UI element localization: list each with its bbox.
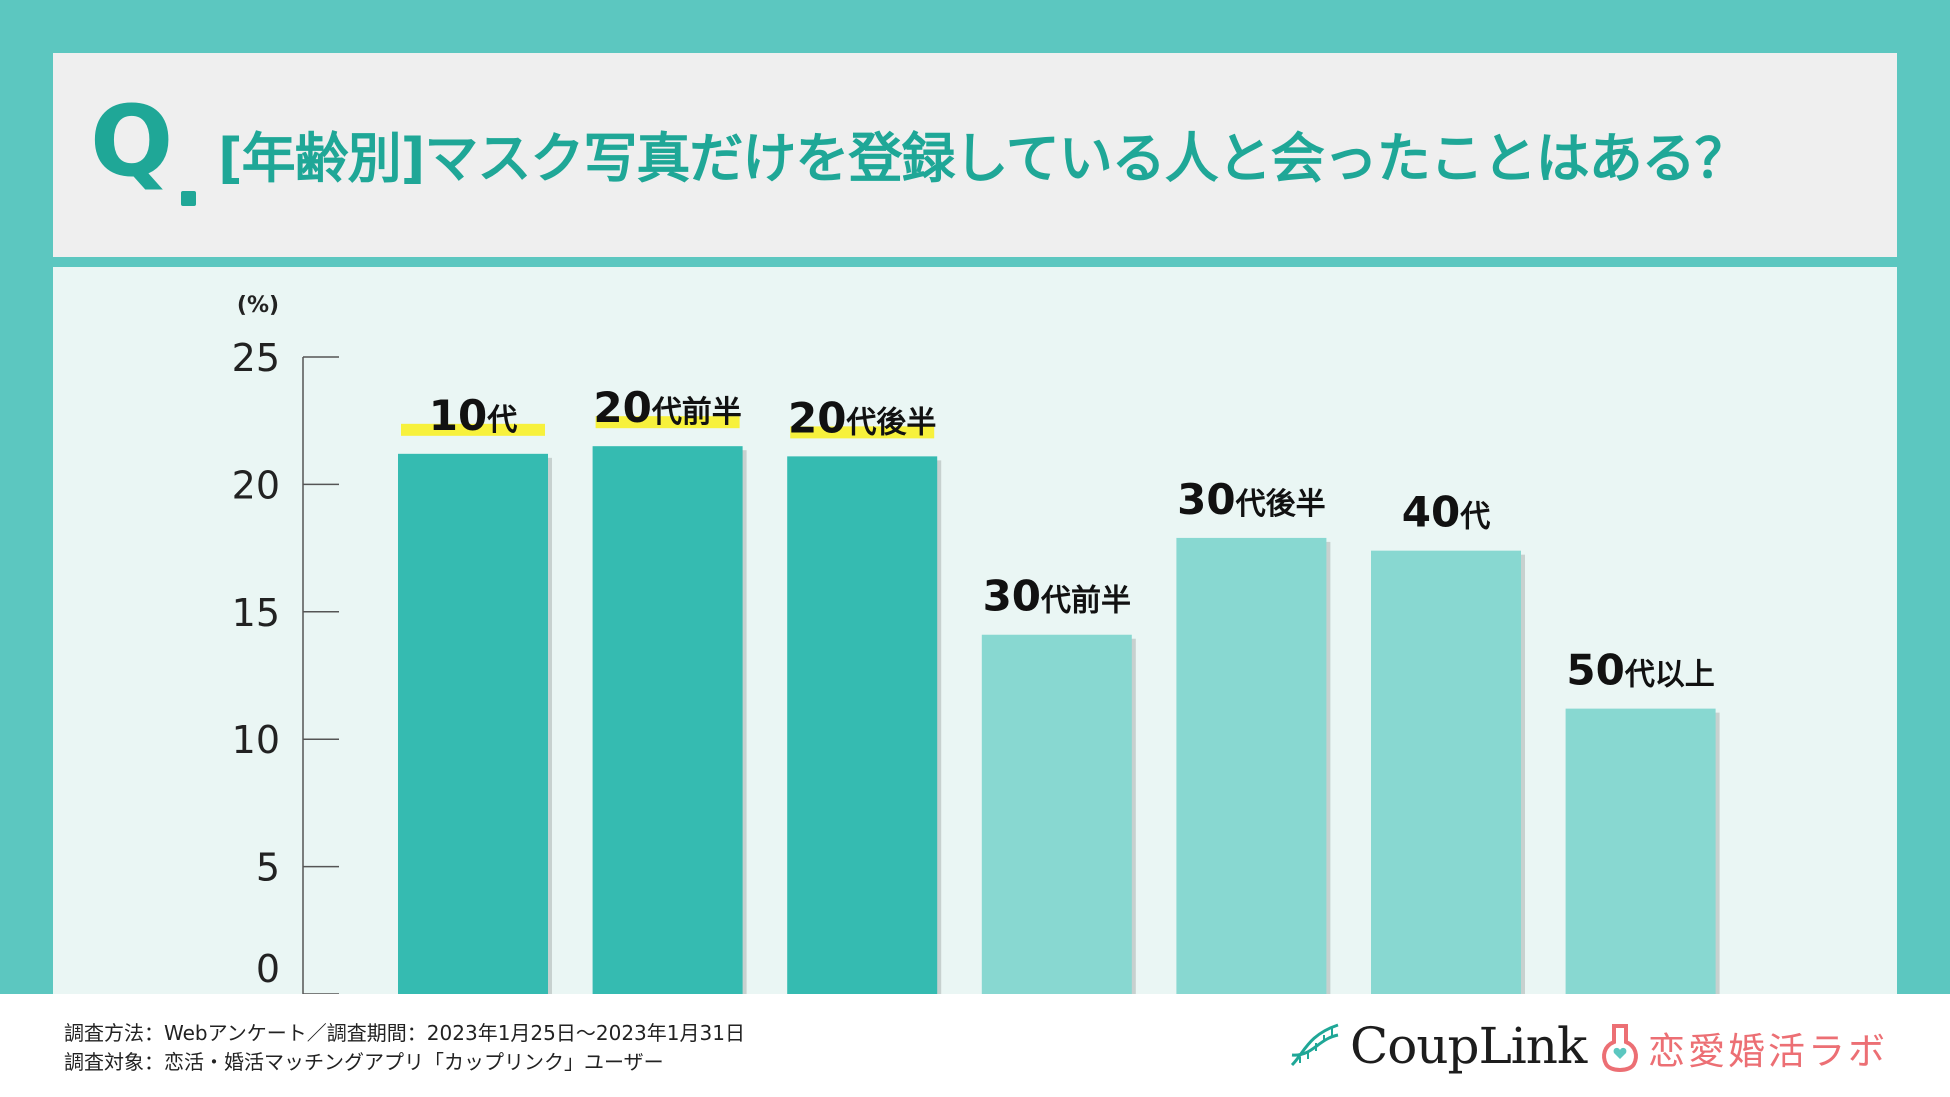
q-dot (181, 191, 196, 206)
lab-logo-text: 恋愛婚活ラボ (1648, 1030, 1888, 1073)
bar-category-label: 50代以上 (1566, 646, 1714, 695)
couplink-logo: CoupLink (1286, 1016, 1587, 1076)
survey-target-note: 調査対象：恋活・婚活マッチングアプリ「カップリンク」ユーザー (64, 1050, 664, 1074)
y-axis-unit-label: (%) (237, 293, 279, 318)
y-tick-label: 25 (232, 336, 280, 380)
y-tick-label: 15 (232, 591, 280, 635)
page-title: [年齢別]マスク写真だけを登録している人と会ったことはある？ (218, 127, 1749, 190)
q-mark: Q (90, 85, 173, 199)
survey-method-note: 調査方法：Webアンケート／調査期間：2023年1月25日〜2023年1月31日 (64, 1021, 745, 1045)
bar-category-label: 10代 (429, 391, 517, 440)
lab-logo: 恋愛婚活ラボ (1600, 1018, 1888, 1078)
bar (981, 634, 1132, 994)
title-banner: Q [年齢別]マスク写真だけを登録している人と会ったことはある？ (53, 53, 1897, 257)
chart-card: Q [年齢別]マスク写真だけを登録している人と会ったことはある？ (53, 53, 1897, 994)
bar-category-label: 30代前半 (983, 572, 1131, 621)
footer: 調査方法：Webアンケート／調査期間：2023年1月25日〜2023年1月31日… (0, 994, 1950, 1097)
title-divider (53, 257, 1897, 267)
bar (1176, 537, 1327, 994)
y-tick-label: 10 (232, 718, 280, 762)
couplink-logo-text: CoupLink (1350, 1017, 1587, 1075)
bar-category-label: 20代前半 (593, 383, 741, 432)
bar (787, 456, 938, 994)
dna-icon (1290, 1023, 1339, 1067)
y-tick-label: 20 (232, 463, 280, 507)
bar (398, 453, 548, 995)
bar (592, 446, 743, 994)
bar-category-label: 20代後半 (788, 393, 936, 442)
y-tick-label: 5 (256, 846, 280, 890)
bar (1565, 708, 1716, 994)
flask-icon (1602, 1024, 1638, 1072)
label-highlight (595, 416, 740, 429)
bar-category-label: 40代 (1402, 488, 1490, 537)
bar-category-label: 30代後半 (1177, 475, 1325, 524)
label-highlight (401, 423, 545, 436)
label-highlight (790, 426, 935, 439)
bar (1371, 550, 1521, 994)
y-tick-label: 0 (256, 947, 280, 991)
